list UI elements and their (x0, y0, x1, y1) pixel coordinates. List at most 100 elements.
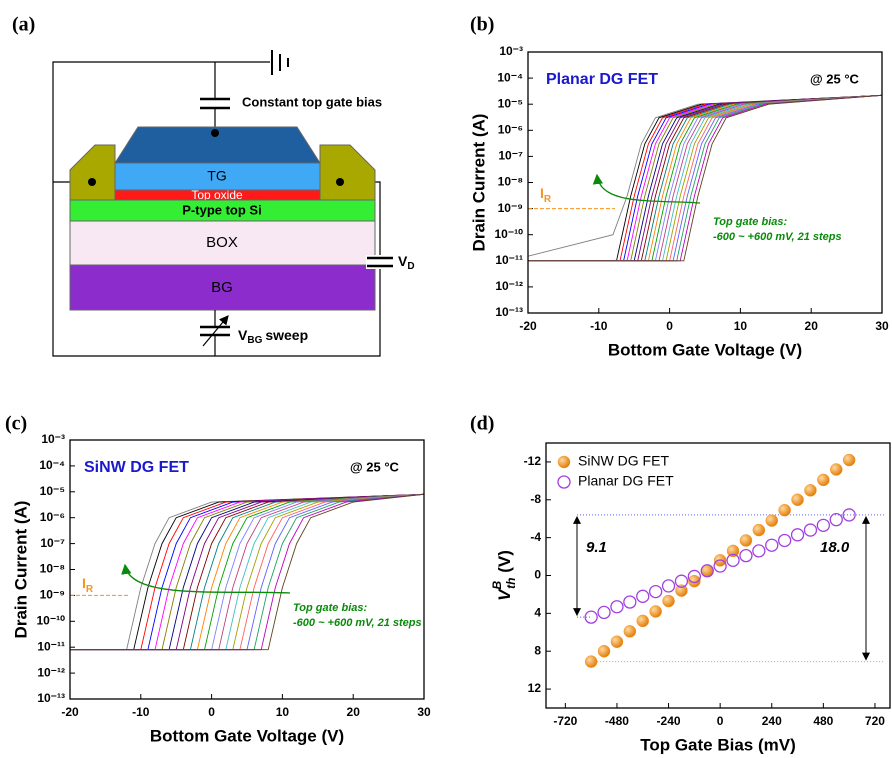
data-point (752, 544, 766, 558)
y-axis-title: Drain Current (A) (469, 114, 488, 252)
y-tick-label: 10⁻¹³ (495, 305, 523, 319)
y-tick-label: 10⁻⁵ (40, 484, 65, 498)
curves (528, 94, 882, 262)
data-point (778, 533, 792, 548)
data-point (726, 544, 740, 558)
data-point (661, 579, 676, 593)
data-point (687, 569, 701, 584)
x-tick-label: -20 (519, 319, 537, 333)
chart-panel: (d) -720 -480 -240 0 240 480 720 12 8 4 0 -4 -8 -12 Top… (470, 413, 891, 754)
legend-label: Planar DG FET (578, 473, 674, 489)
legend-label: SiNW DG FET (578, 453, 669, 469)
data-point (688, 574, 701, 588)
temperature-label: @ 25 °C (810, 71, 860, 86)
layer-bg (69, 264, 376, 311)
y-tick-label: 8 (534, 643, 541, 657)
data-point (700, 564, 714, 578)
data-point (842, 508, 856, 522)
layer-tg (114, 162, 321, 191)
y-tick-label: 10⁻⁶ (498, 122, 523, 136)
data-point (610, 635, 624, 648)
data-point (675, 584, 688, 597)
y-tick-label: 10⁻⁴ (497, 70, 523, 84)
legend-marker (557, 455, 571, 469)
data-point (816, 518, 830, 532)
iv-curve (528, 94, 882, 262)
x-tick-label: -480 (605, 714, 629, 728)
y-tick-label: 10⁻³ (41, 432, 65, 446)
panel-label: (a) (12, 14, 35, 36)
iv-curve (528, 94, 882, 257)
device-label: Planar DG FET (546, 71, 658, 88)
y-tick-label: -12 (524, 454, 542, 468)
note: -600 ~ +600 mV, 21 steps (293, 617, 422, 629)
note: Top gate bias: (293, 602, 367, 614)
plot-frame (69, 439, 425, 700)
y-tick-label: 10⁻⁸ (40, 562, 65, 576)
data-point (610, 600, 624, 614)
x-tick-label: 20 (347, 705, 361, 719)
y-tick-label: 10⁻¹¹ (495, 253, 523, 267)
panel-label: (b) (470, 14, 494, 36)
data-point (597, 644, 611, 658)
y-tick-label: 10⁻³ (499, 44, 523, 58)
data-point (765, 538, 779, 552)
y-title-symbol: V (495, 588, 514, 601)
layer-label: Top oxide (191, 188, 243, 202)
variable-arrow (202, 315, 229, 347)
y-tick-label: -8 (530, 492, 541, 506)
data-point (636, 614, 649, 628)
data-point (791, 493, 804, 507)
y-tick-label: 10⁻¹¹ (37, 639, 65, 653)
plot-frame (527, 51, 883, 314)
top-gate-label: Constant top gate bias (242, 94, 382, 109)
data-point (662, 594, 675, 608)
data-point (790, 528, 805, 542)
y-tick-label: 10⁻¹³ (37, 691, 65, 705)
data-point (830, 463, 843, 476)
x-tick-label: 0 (208, 705, 215, 719)
sweep-arrow (121, 563, 291, 594)
plot-frame (545, 442, 891, 709)
data-point (649, 605, 662, 618)
reference-subscript: R (86, 584, 94, 595)
panel-label: (c) (5, 413, 27, 435)
vbg-label: VBG sweep (238, 327, 308, 346)
note: Top gate bias: (713, 216, 787, 228)
x-tick-label: -10 (132, 705, 150, 719)
reference-label: IR (540, 185, 552, 205)
x-tick-label: 20 (805, 319, 819, 333)
y-tick-label: 12 (528, 681, 542, 695)
y-title-sup: B (490, 581, 504, 590)
contact (69, 144, 116, 201)
y-tick-label: 10⁻⁴ (39, 458, 65, 472)
data-point (778, 503, 791, 517)
y-tick-label: 10⁻⁷ (498, 149, 523, 163)
data-point (803, 523, 818, 537)
reference-subscript: R (544, 194, 552, 205)
layer-label: BG (211, 279, 233, 296)
y-tick-label: 10⁻⁹ (40, 588, 65, 602)
iv-curve (70, 493, 424, 651)
y-tick-label: 10⁻⁹ (498, 201, 523, 215)
layer-label: P-type top Si (182, 202, 261, 217)
y-tick-label: 10⁻¹² (495, 279, 523, 293)
x-tick-label: -240 (657, 714, 681, 728)
reference-symbol: I (82, 575, 86, 591)
reference-label: IR (82, 575, 94, 595)
data-point (739, 548, 753, 563)
y-tick-label: 10⁻⁷ (40, 536, 65, 550)
x-tick-label: 30 (417, 705, 431, 719)
data-point (829, 513, 843, 527)
annotation: 18.0 (820, 539, 850, 556)
y-axis-title: Drain Current (A) (11, 501, 30, 639)
y-tick-label: 10⁻⁸ (498, 175, 523, 189)
y-tick-label: 10⁻⁶ (40, 510, 65, 524)
data-point (623, 595, 637, 609)
contact (319, 144, 376, 201)
y-axis-title: VBth (V) (490, 550, 518, 601)
curves (70, 493, 424, 651)
data-point (726, 553, 740, 568)
panel-label: (d) (470, 413, 494, 435)
